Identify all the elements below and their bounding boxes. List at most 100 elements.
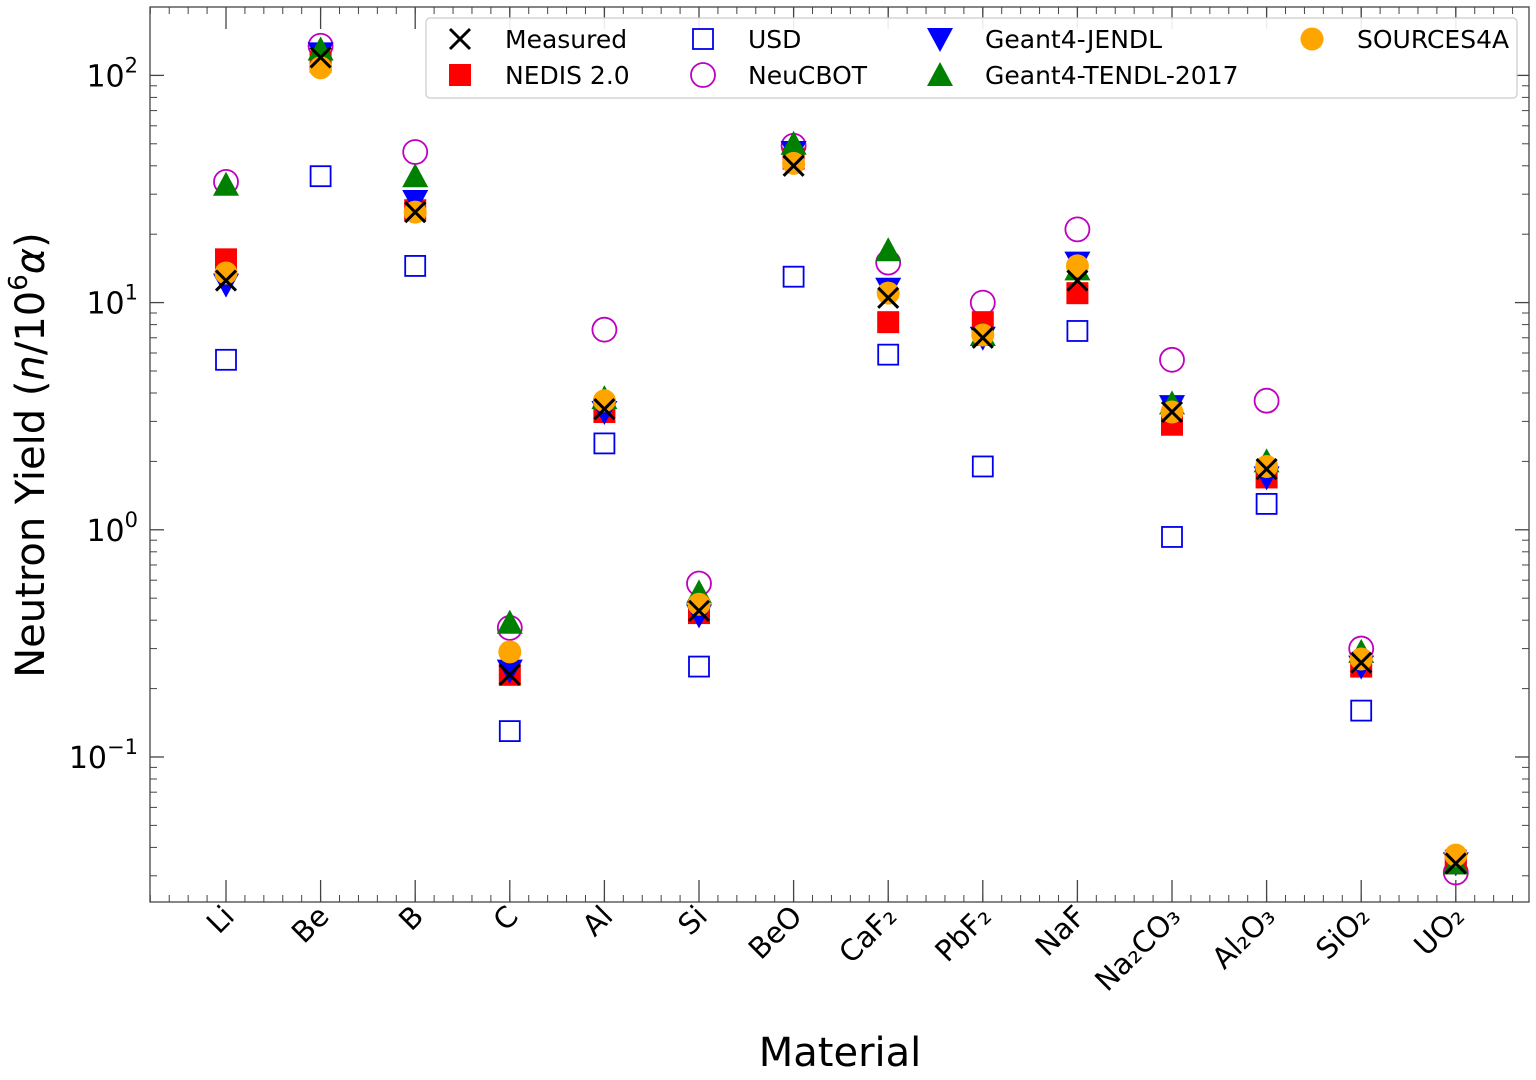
marker-shape: [215, 348, 237, 371]
marker-shape: [404, 201, 427, 224]
x-tick-label: Al: [576, 899, 620, 943]
marker-shape: [782, 151, 806, 175]
legend-entry: SOURCES4A: [1300, 25, 1509, 54]
data-point: [877, 311, 900, 334]
data-point: [1255, 458, 1278, 481]
marker-shape: [1066, 269, 1089, 292]
data-point: [214, 269, 238, 292]
data-point: [592, 389, 616, 413]
legend-entry: Geant4-TENDL-2017: [927, 61, 1239, 90]
data-point: [307, 36, 334, 61]
marker-shape: [449, 64, 471, 86]
data-point: [496, 609, 523, 634]
x-tick-label: NaF: [1029, 899, 1093, 963]
data-point: [1255, 454, 1279, 478]
data-point: [1066, 269, 1089, 292]
series-neucbot: [213, 32, 1469, 886]
data-point: [1350, 699, 1373, 722]
data-point: [971, 455, 994, 478]
data-point: [593, 397, 616, 421]
marker-shape: [309, 165, 332, 188]
series-sources4a: [214, 56, 1468, 867]
legend-entry: NEDIS 2.0: [449, 61, 630, 90]
data-point: [496, 659, 523, 684]
x-tick-label: Si: [671, 899, 714, 942]
marker-shape: [782, 265, 805, 288]
legend-entry: Measured: [448, 25, 627, 54]
data-point: [309, 165, 332, 188]
x-tick-label: Li: [200, 899, 241, 940]
y-tick-label: 101: [86, 281, 138, 322]
data-point: [215, 348, 237, 371]
data-point: [782, 154, 805, 177]
marker-shape: [1066, 282, 1089, 305]
x-tick-label: C: [486, 899, 524, 937]
data-point: [498, 720, 521, 742]
marker-shape: [1161, 526, 1183, 548]
marker-shape: [1065, 254, 1089, 278]
marker-shape: [1255, 493, 1278, 515]
x-tick-label: Al₂O₃: [1205, 899, 1281, 975]
legend-label: USD: [748, 25, 801, 54]
marker-shape: [214, 269, 238, 292]
data-point: [780, 130, 807, 155]
data-point: [687, 599, 711, 622]
marker-shape: [971, 326, 994, 349]
data-point: [1350, 651, 1373, 674]
marker-shape: [214, 261, 238, 285]
data-point: [1159, 346, 1185, 373]
marker-shape: [690, 62, 716, 88]
marker-shape: [498, 640, 522, 664]
y-tick-label: 10−1: [69, 735, 138, 776]
x-tick-label: SiO₂: [1309, 899, 1376, 966]
marker-shape: [593, 432, 616, 455]
marker-shape: [593, 397, 616, 421]
data-point: [402, 139, 429, 165]
series-geant4-jendl: [213, 42, 1469, 877]
data-point: [1160, 400, 1184, 424]
legend-label: Measured: [505, 25, 627, 54]
data-point: [1066, 320, 1089, 342]
data-point: [782, 265, 805, 288]
marker-shape: [1066, 320, 1089, 342]
marker-shape: [1255, 454, 1279, 478]
data-point: [1255, 493, 1278, 515]
marker-shape: [692, 28, 714, 50]
marker-shape: [404, 255, 427, 277]
data-point: [309, 56, 333, 80]
marker-shape: [307, 36, 334, 61]
data-point: [971, 323, 995, 347]
data-point: [1161, 526, 1183, 548]
marker-shape: [1255, 458, 1278, 481]
marker-shape: [876, 281, 900, 305]
series-measured: [214, 46, 1467, 875]
x-tick-label: PbF₂: [928, 899, 997, 968]
data-point: [687, 592, 711, 616]
marker-shape: [927, 28, 953, 52]
marker-shape: [402, 139, 429, 165]
marker-shape: [782, 154, 805, 177]
marker-shape: [969, 289, 996, 316]
data-point: [875, 237, 902, 262]
marker-shape: [496, 609, 523, 634]
legend-label: SOURCES4A: [1357, 25, 1509, 54]
legend-entry: USD: [692, 25, 801, 54]
data-point: [1444, 843, 1468, 867]
data-point: [402, 163, 429, 188]
marker-shape: [875, 237, 902, 262]
data-point: [404, 255, 427, 277]
data-point: [971, 326, 994, 349]
marker-shape: [687, 592, 711, 616]
marker-shape: [592, 389, 616, 413]
marker-shape: [971, 323, 995, 347]
x-tick-label: Na₂CO₃: [1088, 899, 1187, 998]
marker-shape: [1444, 852, 1467, 875]
x-tick-label: UO₂: [1407, 899, 1470, 962]
legend-label: NEDIS 2.0: [505, 61, 630, 90]
data-point: [591, 316, 618, 343]
y-axis-label: Neutron Yield (n/106α): [4, 232, 54, 678]
data-marks: [213, 32, 1469, 886]
plot-frame: [149, 6, 1530, 903]
legend-label: Geant4-TENDL-2017: [985, 61, 1239, 90]
marker-shape: [309, 56, 333, 80]
